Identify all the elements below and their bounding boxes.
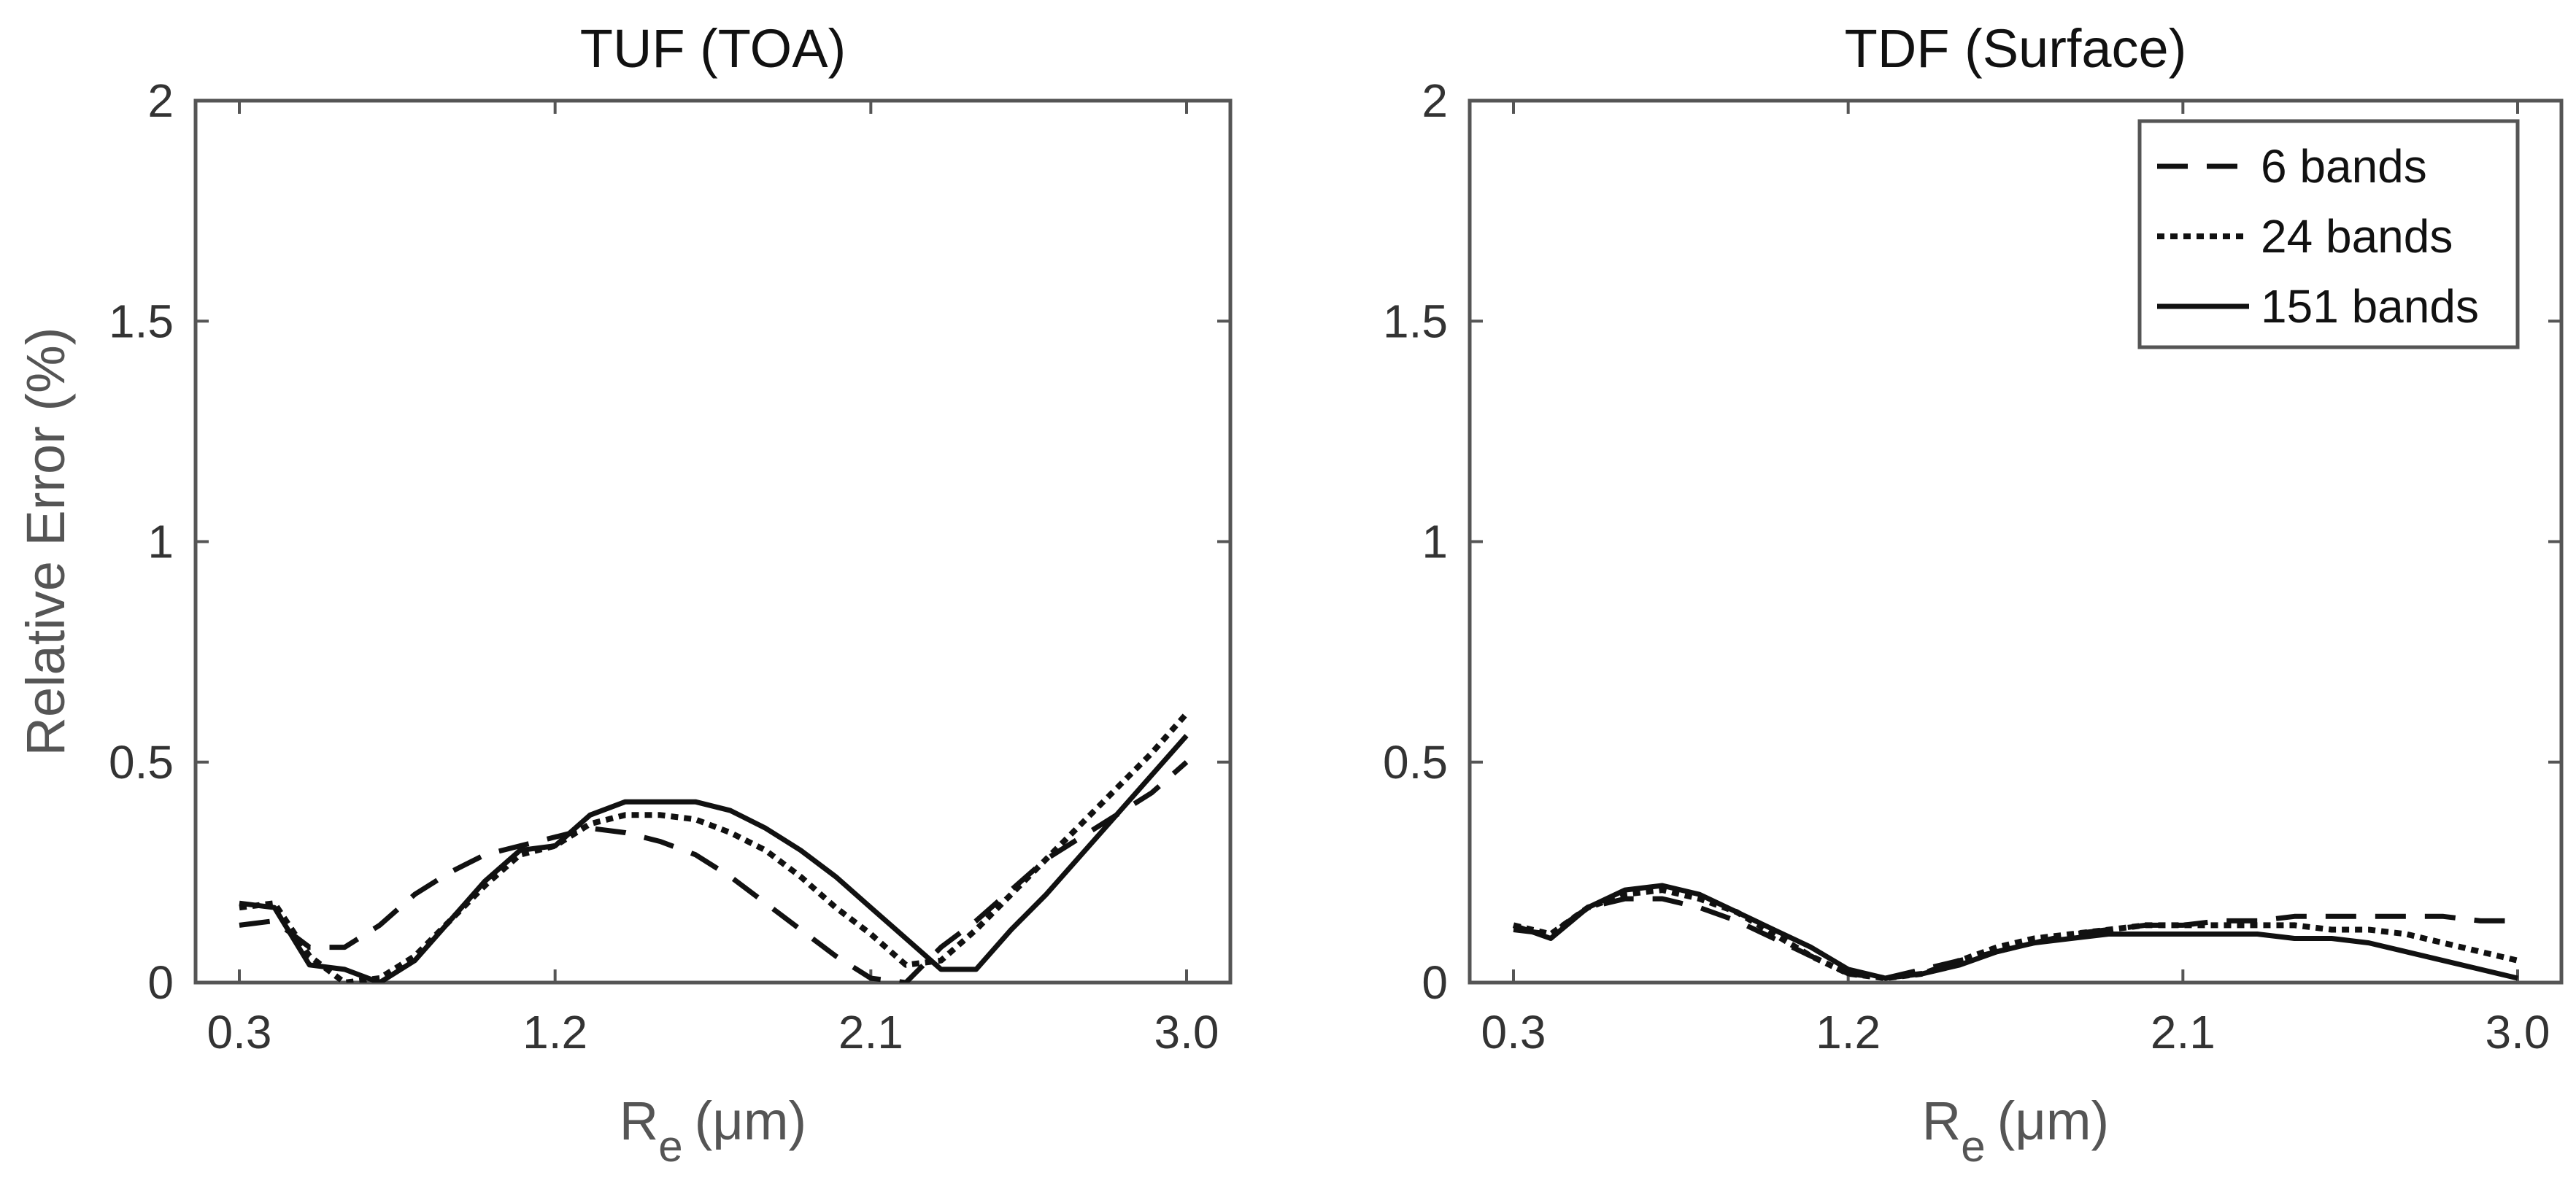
y-tick-label: 1 <box>1422 516 1448 568</box>
y-tick-label: 1.5 <box>109 295 174 347</box>
series-line-24-bands <box>1513 887 2518 981</box>
plot-frame <box>193 98 1233 985</box>
x-axis-label: Re (μm) <box>1922 1091 2109 1171</box>
x-tick-label: 1.2 <box>1816 1006 1881 1058</box>
legend-label: 151 bands <box>2261 280 2479 333</box>
series-line-6-bands <box>239 760 1189 983</box>
y-tick-label: 0.5 <box>1383 736 1448 789</box>
legend-label: 6 bands <box>2261 140 2427 193</box>
chart-title: TUF (TOA) <box>580 18 846 79</box>
series-line-151-bands <box>239 734 1189 983</box>
x-tick-label: 0.3 <box>1481 1006 1546 1058</box>
legend-label: 24 bands <box>2261 210 2453 263</box>
y-tick-label: 1 <box>147 516 174 568</box>
y-tick-label: 0 <box>147 956 174 1009</box>
y-axis-label: Relative Error (%) <box>15 328 76 756</box>
x-tick-label: 2.1 <box>838 1006 903 1058</box>
x-tick-label: 1.2 <box>522 1006 587 1058</box>
y-tick-label: 2 <box>147 74 174 127</box>
y-tick-label: 0.5 <box>109 736 174 789</box>
y-tick-label: 2 <box>1422 74 1448 127</box>
y-tick-label: 1.5 <box>1383 295 1448 347</box>
series-line-6-bands <box>1513 896 2518 981</box>
y-tick-label: 0 <box>1422 956 1448 1009</box>
panel-2: TDF (Surface) 0 0.5 1 1.5 2 0.3 1.2 2.1 3.0 Re (μm)… <box>1383 18 2564 1171</box>
series-line-151-bands <box>1512 883 2518 981</box>
x-tick-label: 3.0 <box>2486 1006 2550 1058</box>
panel-1: TUF (TOA) 0 0.5 1 1.5 2 0.3 1.2 2.1 3.0 Re (μm) Rela… <box>15 18 1233 1171</box>
chart-title: TDF (Surface) <box>1845 18 2187 79</box>
x-tick-label: 0.3 <box>207 1006 272 1058</box>
legend: 6 bands 24 bands 151 bands <box>2137 119 2520 349</box>
x-tick-label: 2.1 <box>2151 1006 2216 1058</box>
x-tick-label: 3.0 <box>1154 1006 1219 1058</box>
x-axis-label: Re (μm) <box>620 1091 806 1171</box>
series-line-24-bands <box>239 711 1189 983</box>
